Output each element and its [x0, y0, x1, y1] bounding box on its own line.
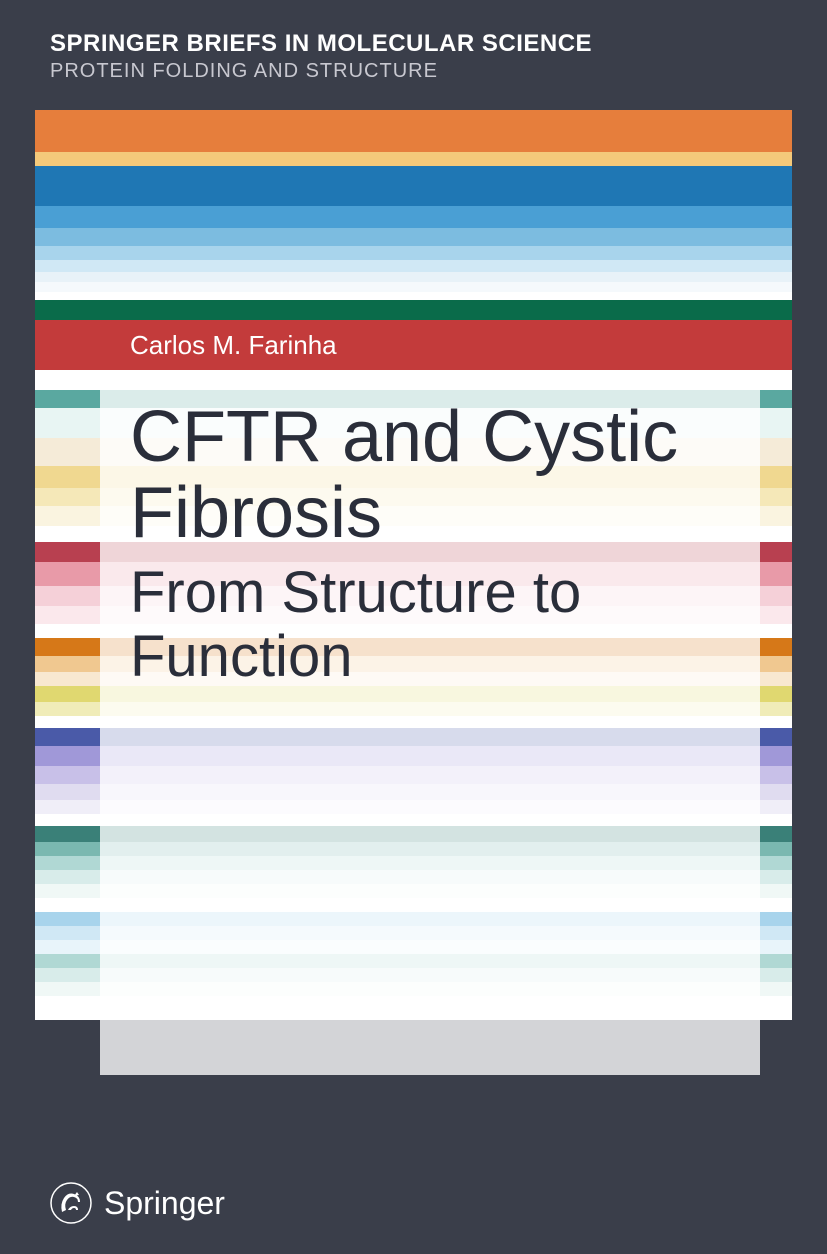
series-header: SPRINGER BRIEFS IN MOLECULAR SCIENCE PRO… [50, 30, 592, 83]
book-title: CFTR and Cystic Fibrosis [130, 400, 730, 551]
publisher-block: Springer [50, 1182, 225, 1224]
springer-horse-icon [50, 1182, 92, 1224]
stripe [35, 260, 792, 272]
stripe [35, 282, 792, 292]
title-block: CFTR and Cystic Fibrosis From Structure … [130, 400, 730, 689]
stripe [35, 246, 792, 260]
stripe [35, 152, 792, 166]
author-bar: Carlos M. Farinha [100, 320, 760, 370]
publisher-name: Springer [104, 1185, 225, 1222]
stripe [35, 292, 792, 300]
book-subtitle: From Structure to Function [130, 561, 730, 689]
series-title: SPRINGER BRIEFS IN MOLECULAR SCIENCE [50, 30, 592, 58]
stripe [35, 206, 792, 228]
author-name: Carlos M. Farinha [130, 330, 337, 361]
series-subtitle: PROTEIN FOLDING AND STRUCTURE [50, 60, 592, 83]
stripe [35, 228, 792, 246]
stripe [35, 300, 792, 320]
stripe [35, 110, 792, 152]
stripe [35, 166, 792, 206]
stripe [35, 272, 792, 282]
